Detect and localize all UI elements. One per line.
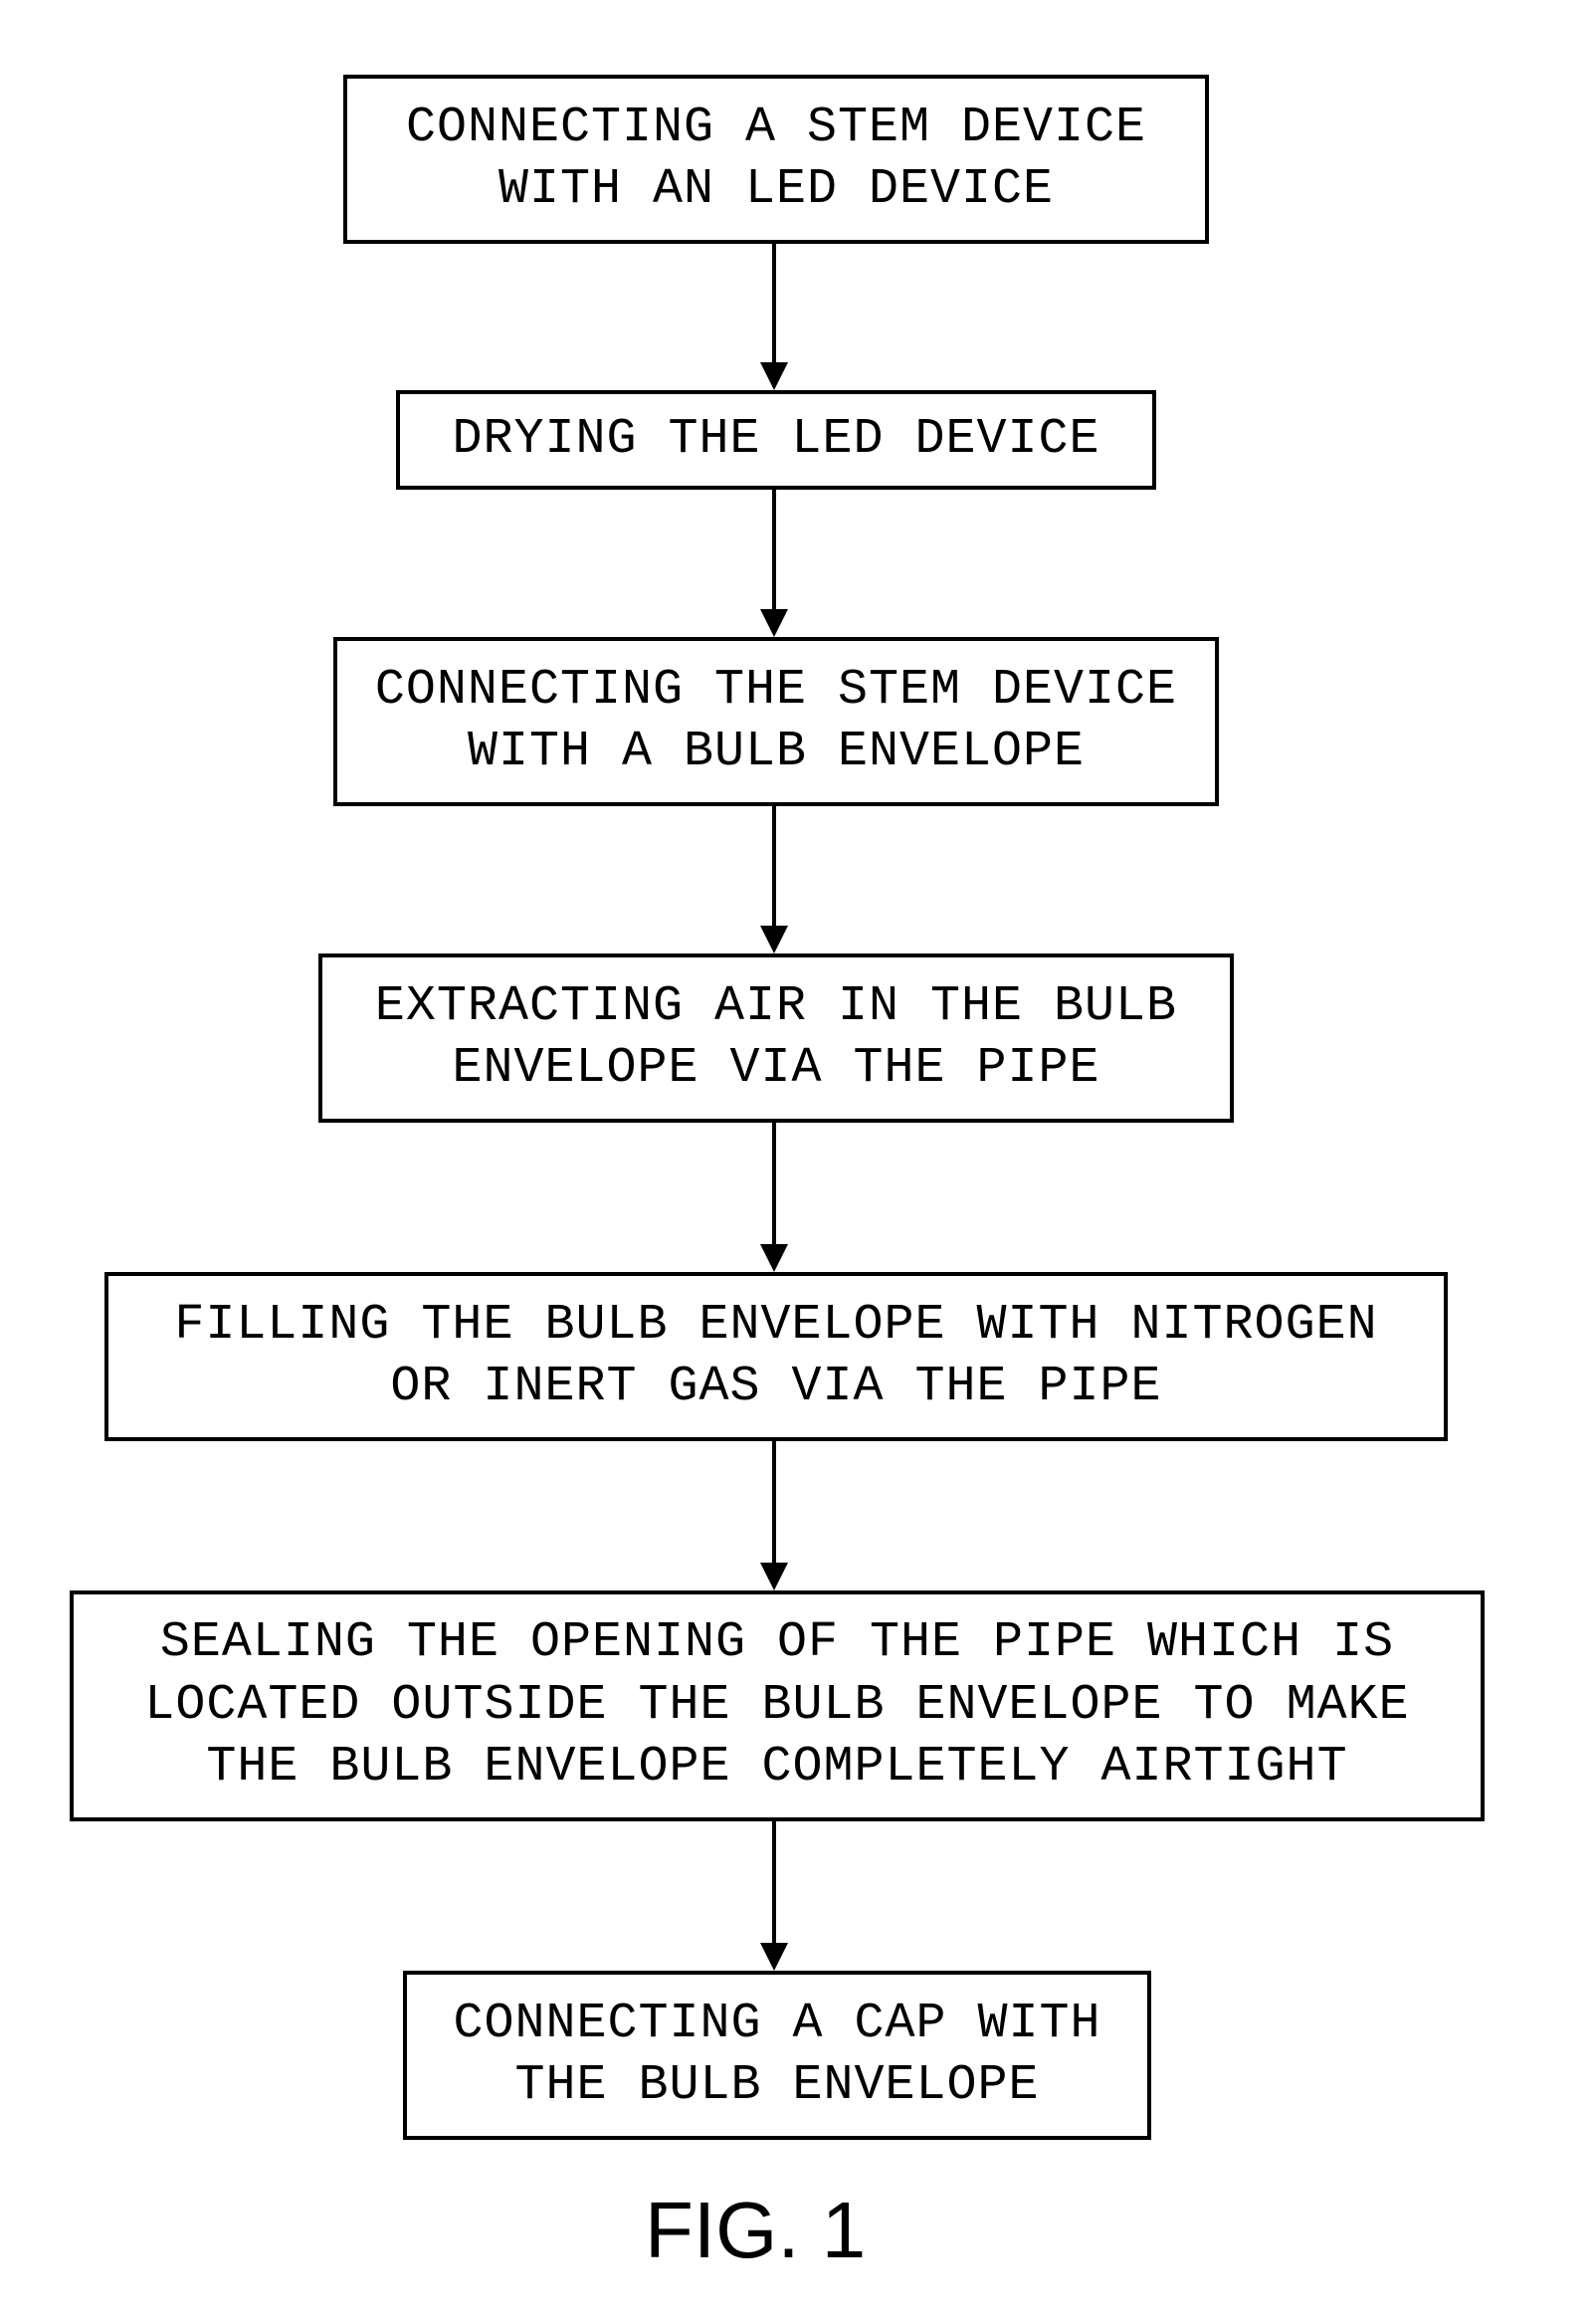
flow-arrow-2-line <box>772 490 776 609</box>
flow-node-7: CONNECTING A CAP WITHTHE BULB ENVELOPE <box>403 1971 1151 2140</box>
flow-node-1-text: CONNECTING A STEM DEVICEWITH AN LED DEVI… <box>406 98 1146 222</box>
flow-node-4: EXTRACTING AIR IN THE BULBENVELOPE VIA T… <box>318 953 1234 1123</box>
flow-arrow-6-line <box>772 1821 776 1943</box>
flow-node-2-text: DRYING THE LED DEVICE <box>452 409 1099 472</box>
flow-node-6-text: SEALING THE OPENING OF THE PIPE WHICH IS… <box>144 1612 1409 1799</box>
flow-arrow-4-head-icon <box>760 1244 788 1272</box>
flow-arrow-5-head-icon <box>760 1563 788 1590</box>
flow-node-3-text: CONNECTING THE STEM DEVICEWITH A BULB EN… <box>375 660 1177 784</box>
flow-node-4-text: EXTRACTING AIR IN THE BULBENVELOPE VIA T… <box>375 976 1177 1101</box>
flow-node-3: CONNECTING THE STEM DEVICEWITH A BULB EN… <box>333 637 1219 806</box>
figure-label-text: FIG. 1 <box>645 2186 866 2274</box>
flow-node-5: FILLING THE BULB ENVELOPE WITH NITROGENO… <box>104 1272 1448 1441</box>
flow-node-6: SEALING THE OPENING OF THE PIPE WHICH IS… <box>70 1590 1485 1821</box>
flowchart-container: CONNECTING A STEM DEVICEWITH AN LED DEVI… <box>0 0 1595 2324</box>
flow-node-5-text: FILLING THE BULB ENVELOPE WITH NITROGENO… <box>174 1295 1377 1419</box>
flow-arrow-1-line <box>772 244 776 362</box>
flow-node-7-text: CONNECTING A CAP WITHTHE BULB ENVELOPE <box>453 1994 1100 2118</box>
flow-arrow-6-head-icon <box>760 1943 788 1971</box>
flow-node-2: DRYING THE LED DEVICE <box>396 390 1156 490</box>
flow-arrow-4-line <box>772 1123 776 1244</box>
flow-arrow-3-line <box>772 806 776 926</box>
flow-arrow-3-head-icon <box>760 926 788 953</box>
flow-node-1: CONNECTING A STEM DEVICEWITH AN LED DEVI… <box>343 75 1209 244</box>
flow-arrow-5-line <box>772 1441 776 1563</box>
flow-arrow-1-head-icon <box>760 362 788 390</box>
figure-label: FIG. 1 <box>645 2185 866 2276</box>
flow-arrow-2-head-icon <box>760 609 788 637</box>
